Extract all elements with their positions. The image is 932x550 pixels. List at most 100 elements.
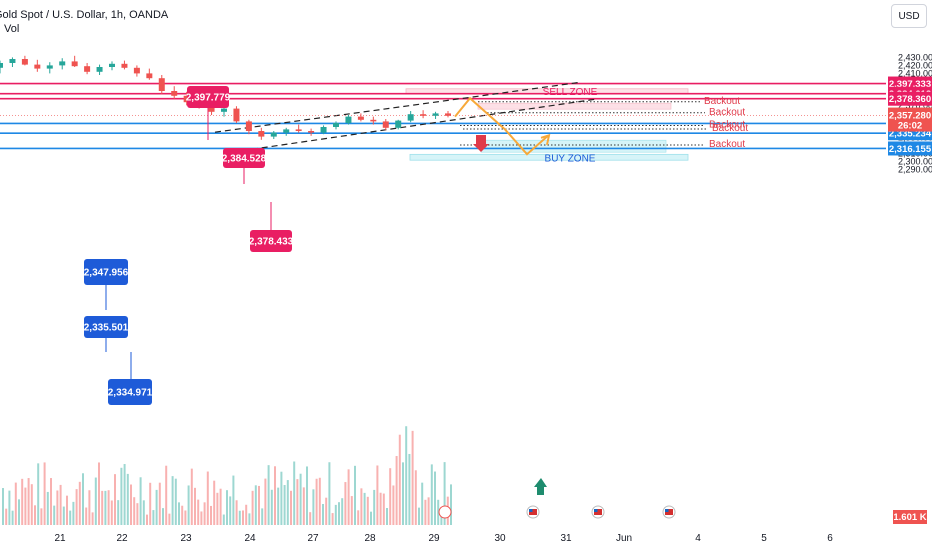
candle-body: [245, 121, 252, 131]
volume-bar: [360, 488, 363, 525]
volume-bar: [43, 462, 46, 525]
backout-label: Backout: [712, 123, 748, 134]
current-price-label: 2,357.280: [889, 111, 931, 122]
volume-bar: [194, 487, 196, 525]
volume-bar: [197, 499, 200, 525]
volume-bar: [424, 499, 427, 525]
y-tick-label: 2,410.000: [898, 68, 932, 78]
flag-icon: [529, 509, 537, 515]
volume-bar: [155, 489, 158, 525]
buy-arrow-icon: [534, 478, 547, 495]
sell-box-inner: [477, 102, 672, 110]
volume-bar: [162, 508, 164, 525]
volume-bar: [130, 484, 132, 525]
volume-bar: [398, 434, 401, 525]
volume-bar: [226, 490, 228, 525]
candle-body: [345, 116, 352, 123]
volume-bar: [24, 487, 27, 525]
volume-bar: [274, 466, 276, 525]
volume-bar: [379, 492, 382, 525]
volume-bar: [222, 514, 225, 525]
x-tick-label: 6: [827, 533, 833, 544]
volume-bar: [181, 505, 184, 525]
volume-bar: [104, 490, 107, 525]
price-callout-label: 2,384.528: [222, 154, 267, 165]
volume-bar: [235, 500, 238, 525]
volume-bar: [370, 511, 372, 525]
volume-bar: [363, 492, 366, 525]
volume-bar: [322, 503, 324, 525]
volume-bar: [206, 471, 209, 525]
volume-bar: [200, 511, 203, 525]
volume-bar: [344, 482, 347, 525]
x-tick-label: Jun: [616, 533, 632, 544]
volume-bar: [354, 465, 356, 525]
volume-bar: [450, 484, 452, 525]
buy-zone: [409, 153, 689, 161]
volume-bar: [264, 478, 267, 525]
volume-bar: [184, 510, 187, 525]
volume-bar: [91, 512, 94, 525]
volume-bar: [210, 505, 212, 525]
candle-body: [370, 119, 377, 122]
volume-bar: [190, 468, 193, 525]
volume-bar: [101, 490, 104, 525]
level-price-label: 2,378.360: [889, 94, 931, 105]
volume-bar: [37, 463, 40, 525]
candle-body: [357, 116, 364, 120]
buy-zone-label: BUY ZONE: [545, 153, 596, 164]
volume-bar: [389, 468, 392, 525]
volume-bar: [411, 430, 414, 525]
volume-bar: [59, 484, 62, 525]
candle-body: [84, 66, 91, 72]
candle-body: [283, 129, 290, 133]
countdown-label: 26:02: [898, 121, 922, 132]
volume-badge: [893, 510, 927, 524]
flag-icon: [594, 509, 598, 512]
backout-label: Backout: [709, 107, 745, 118]
volume-bar: [373, 489, 376, 525]
volume-bar: [280, 471, 283, 525]
volume-bar: [2, 488, 4, 525]
backout-label: Backout: [704, 96, 740, 107]
projection-arrowhead: [540, 133, 551, 146]
channel-lower-line: [231, 98, 597, 153]
volume-bar: [392, 485, 395, 525]
candle-body: [71, 61, 78, 67]
x-tick-label: 31: [560, 533, 572, 544]
channel-upper-line: [214, 82, 579, 133]
x-tick-label: 4: [695, 533, 701, 544]
volume-bar: [82, 473, 84, 525]
volume-bar: [187, 485, 190, 525]
volume-bar: [318, 477, 321, 525]
volume-bar: [168, 513, 171, 525]
price-callout: [84, 316, 128, 338]
y-tick-label: 2,430.000: [898, 52, 932, 62]
volume-bar: [40, 508, 43, 525]
price-callout: [108, 379, 152, 405]
volume-bar: [341, 498, 344, 525]
candle-body: [96, 67, 103, 72]
x-tick-label: 27: [307, 533, 319, 544]
candle-body: [395, 120, 402, 128]
candle-body: [146, 73, 153, 79]
volume-bar: [69, 510, 72, 525]
candle-body: [333, 123, 339, 127]
currency-button[interactable]: USD: [891, 4, 927, 28]
volume-bar: [152, 510, 155, 525]
volume-bar: [213, 480, 216, 525]
lightning-icon: [438, 505, 452, 519]
volume-bar: [299, 473, 302, 525]
volume-bar: [408, 453, 411, 525]
volume-bar: [11, 510, 14, 525]
volume-bar: [283, 485, 286, 525]
volume-bar: [434, 471, 436, 525]
candle-body: [46, 65, 53, 69]
volume-bar: [277, 487, 280, 525]
candle-body: [258, 131, 265, 137]
volume-bar: [312, 489, 315, 525]
y-tick-label: 2,420.000: [898, 60, 932, 70]
volume-bar: [98, 462, 100, 525]
projection-path: [454, 96, 549, 156]
